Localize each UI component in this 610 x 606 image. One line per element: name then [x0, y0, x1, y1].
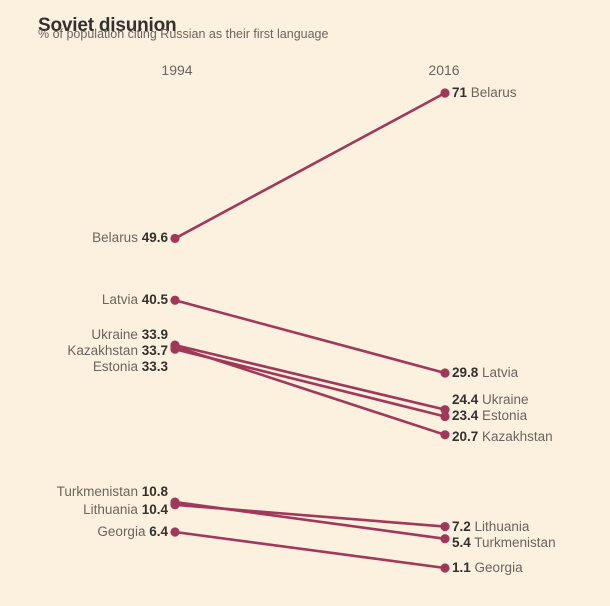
dot-2016-latvia — [440, 368, 450, 378]
chart-title: Soviet disunion — [38, 14, 177, 36]
slope-line-ukraine — [174, 343, 446, 411]
dot-2016-kazakhstan — [440, 430, 450, 440]
value-label: 10.4 — [141, 502, 168, 517]
value-label: 20.7 — [452, 429, 479, 444]
label-1994-lithuania: Lithuania 10.4 — [83, 502, 168, 518]
label-1994-kazakhstan: Kazakhstan 33.7 — [67, 343, 168, 359]
value-label: 7.2 — [452, 519, 471, 534]
label-1994-ukraine: Ukraine 33.9 — [91, 327, 168, 343]
value-label: 40.5 — [141, 292, 168, 307]
value-label: 33.7 — [141, 343, 168, 358]
value-label: 29.8 — [452, 365, 479, 380]
dot-2016-turkmenistan — [440, 534, 450, 544]
country-name: Belarus — [92, 230, 138, 245]
slope-line-estonia — [174, 347, 446, 418]
dot-1994-lithuania — [170, 500, 180, 510]
country-name: Kazakhstan — [67, 343, 138, 358]
country-name: Latvia — [101, 292, 138, 307]
slope-line-georgia — [174, 530, 446, 570]
country-name: Turkmenistan — [474, 535, 556, 550]
country-name: Ukraine — [91, 327, 138, 342]
label-2016-kazakhstan: 20.7 Kazakhstan — [452, 429, 553, 445]
label-1994-estonia: Estonia 33.3 — [93, 359, 168, 375]
country-name: Estonia — [482, 408, 528, 423]
value-label: 33.9 — [141, 327, 168, 342]
slope-line-lithuania — [174, 503, 446, 528]
dot-1994-estonia — [170, 344, 180, 354]
slope-line-latvia — [174, 299, 446, 375]
dot-2016-lithuania — [440, 521, 450, 532]
label-1994-belarus: Belarus 49.6 — [92, 230, 168, 246]
dot-2016-georgia — [440, 563, 450, 573]
country-name: Estonia — [92, 359, 138, 374]
label-2016-georgia: 1.1 Georgia — [452, 560, 523, 576]
dot-1994-belarus — [170, 233, 180, 244]
value-label: 24.4 — [452, 392, 479, 407]
label-1994-turkmenistan: Turkmenistan 10.8 — [57, 484, 168, 500]
dot-1994-latvia — [170, 295, 180, 305]
country-name: Georgia — [474, 560, 523, 575]
label-2016-turkmenistan: 5.4 Turkmenistan — [452, 535, 556, 551]
label-2016-latvia: 29.8 Latvia — [452, 365, 518, 381]
dot-2016-belarus — [440, 88, 450, 98]
label-2016-belarus: 71 Belarus — [452, 85, 517, 101]
value-label: 33.3 — [141, 359, 168, 374]
country-name: Latvia — [482, 365, 519, 380]
label-2016-estonia: 23.4 Estonia — [452, 408, 527, 424]
country-name: Kazakhstan — [482, 429, 553, 444]
value-label: 5.4 — [452, 535, 471, 550]
dot-2016-ukraine — [440, 405, 450, 415]
value-label: 1.1 — [452, 560, 471, 575]
label-2016-ukraine: 24.4 Ukraine — [452, 392, 529, 408]
label-1994-georgia: Georgia 6.4 — [97, 524, 168, 540]
dot-1994-georgia — [170, 527, 180, 537]
label-1994-latvia: Latvia 40.5 — [102, 292, 168, 308]
column-header-2016: 2016 — [428, 62, 460, 78]
country-name: Georgia — [97, 524, 146, 539]
country-name: Belarus — [470, 85, 517, 100]
country-name: Lithuania — [83, 502, 138, 517]
value-label: 49.6 — [141, 230, 168, 245]
country-name: Turkmenistan — [56, 484, 138, 499]
value-label: 23.4 — [452, 408, 479, 423]
label-2016-lithuania: 7.2 Lithuania — [452, 519, 529, 535]
chart-subtitle: % of population citing Russian as their … — [38, 27, 329, 41]
value-label: 71 — [452, 85, 468, 100]
country-name: Ukraine — [482, 392, 529, 407]
value-label: 6.4 — [149, 524, 168, 539]
dot-2016-estonia — [440, 411, 450, 422]
slope-line-belarus — [174, 91, 446, 240]
value-label: 10.8 — [141, 484, 168, 499]
column-header-1994: 1994 — [161, 62, 193, 78]
country-name: Lithuania — [474, 519, 530, 534]
